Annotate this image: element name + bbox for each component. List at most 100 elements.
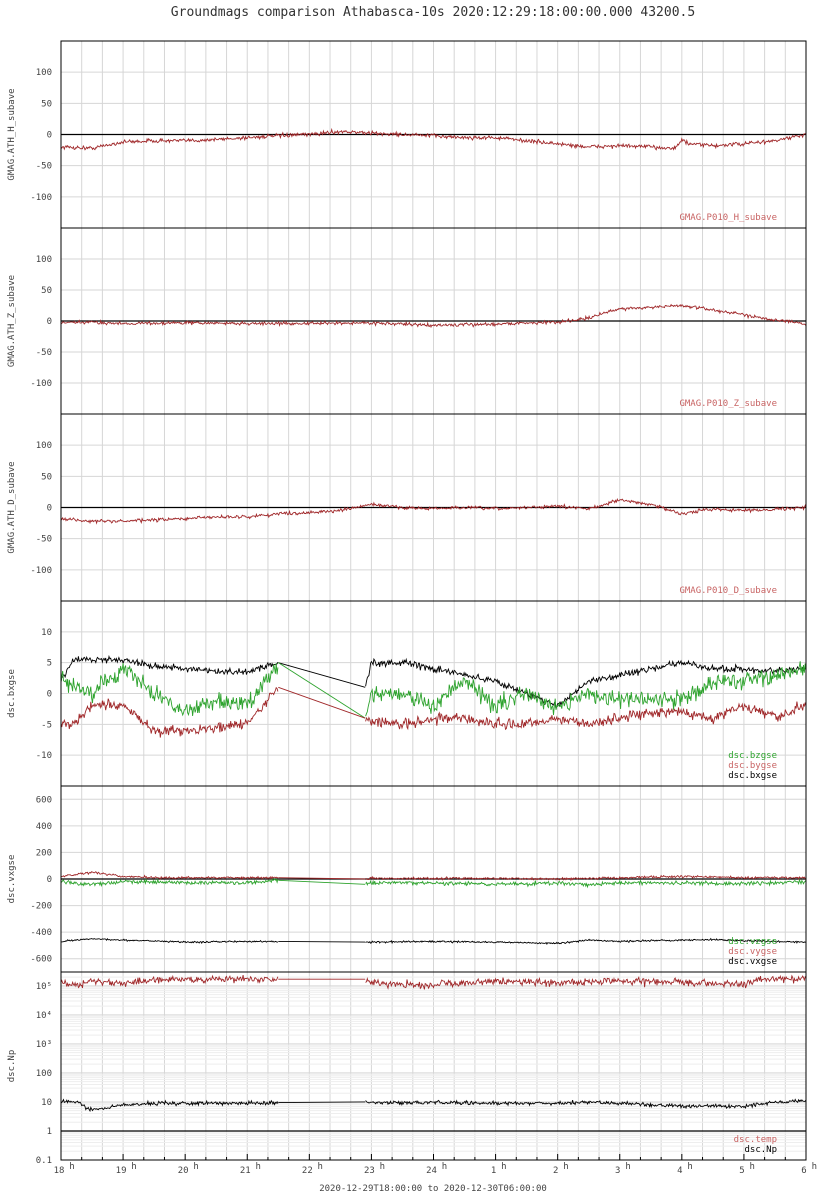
series-black-trace [61, 938, 279, 944]
x-tick-label: 23 [364, 1166, 375, 1176]
y-tick-label: -200 [30, 902, 52, 912]
series-red-trace [365, 701, 807, 731]
y-tick-label: 0 [47, 875, 52, 885]
series-black-trace [60, 654, 279, 682]
x-tick-superscript: h [318, 1162, 323, 1172]
legend-entry: dsc.temp [734, 1135, 777, 1145]
panel-5: -600 -400 -200 0 200 400 600 dsc.vxgse dsc.vzgse… [7, 785, 807, 973]
series-red-gap-line [278, 686, 366, 719]
y-tick-label: -10 [36, 751, 52, 761]
panels: -100-50050100GMAG.ATH_H_subaveGMAG.P010_… [7, 40, 807, 1166]
series-red-trace [60, 686, 279, 738]
x-tick-superscript: h [501, 1162, 506, 1172]
y-tick-label: -100 [30, 379, 52, 389]
x-tick-label: 21 [240, 1166, 251, 1176]
y-tick-label: -50 [36, 162, 52, 172]
series-red-trace [60, 303, 807, 329]
y-tick-label: 1 [47, 1127, 52, 1137]
y-tick-label: 600 [36, 795, 52, 805]
y-tick-label: 0 [47, 504, 52, 514]
y-tick-label: -400 [30, 928, 52, 938]
y-tick-label: -50 [36, 535, 52, 545]
series-red-trace [60, 497, 807, 525]
x-tick-label: 6 [801, 1166, 806, 1176]
series-red-gap-line [278, 877, 366, 880]
y-tick-label: -50 [36, 348, 52, 358]
y-tick-label: -100 [30, 193, 52, 203]
y-axis-label: dsc.vxgse [7, 855, 17, 904]
y-tick-label: 0 [47, 317, 52, 327]
legend-entry: GMAG.P010_H_subave [679, 213, 777, 223]
panel-1: -100 -50 0 50 100 GMAG.ATH_H_subave GMAG.P010_… [7, 40, 807, 229]
y-axis-label: dsc.Np [7, 1050, 17, 1083]
y-tick-label: 400 [36, 822, 52, 832]
series-black-trace [365, 937, 807, 946]
chart-title: Groundmags comparison Athabasca-10s 2020… [171, 5, 695, 20]
x-tick-superscript: h [69, 1162, 74, 1172]
legend-entry: dsc.Np [744, 1145, 777, 1155]
y-tick-label: 100 [36, 1069, 52, 1079]
legend-entry: dsc.bzgse [728, 751, 777, 761]
legend-entry: GMAG.P010_Z_subave [679, 399, 777, 409]
panel-3: -100 -50 0 50 100 GMAG.ATH_D_subave GMAG.P010_… [7, 413, 807, 602]
x-tick-label: 5 [739, 1166, 744, 1176]
legend-entry: dsc.bygse [728, 761, 777, 771]
series-green-trace [60, 877, 279, 888]
legend-entry: dsc.vygse [728, 947, 777, 957]
panel-2: -100 -50 0 50 100 GMAG.ATH_Z_subave GMAG.P010_… [7, 227, 807, 415]
y-tick-label: -5 [41, 720, 52, 730]
y-tick-label: 10³ [36, 1040, 52, 1050]
y-axis-label: GMAG.ATH_D_subave [7, 461, 17, 553]
y-tick-label: 100 [36, 441, 52, 451]
y-tick-label: 10⁵ [36, 982, 52, 992]
series-red-trace [60, 974, 279, 989]
x-tick-label: 3 [615, 1166, 620, 1176]
legend-entry: dsc.vzgse [728, 937, 777, 947]
y-tick-label: -600 [30, 955, 52, 965]
x-tick-label: 24 [426, 1166, 437, 1176]
y-tick-label: 100 [36, 255, 52, 265]
y-tick-label: 0 [47, 131, 52, 141]
y-tick-label: 100 [36, 68, 52, 78]
x-tick-label: 1 [491, 1166, 496, 1176]
series-red-trace [365, 974, 807, 990]
y-tick-label: 10⁴ [36, 1011, 52, 1021]
y-tick-label: 200 [36, 848, 52, 858]
x-tick-superscript: h [442, 1162, 447, 1172]
x-tick-superscript: h [380, 1162, 385, 1172]
series-red-trace [60, 127, 807, 151]
y-axis-label: dsc.bxgse [7, 669, 17, 718]
x-tick-label: 2 [553, 1166, 558, 1176]
x-tick-label: 18 [54, 1166, 65, 1176]
legend-entry: dsc.vxgse [728, 957, 777, 967]
x-tick-superscript: h [131, 1162, 136, 1172]
y-tick-label: 50 [41, 99, 52, 109]
x-tick-superscript: h [625, 1162, 630, 1172]
legend-entry: dsc.bxgse [728, 771, 777, 781]
x-tick-label: 19 [116, 1166, 127, 1176]
time-range-footer: 2020-12-29T18:00:00 to 2020-12-30T06:00:… [319, 1184, 547, 1194]
x-tick-label: 20 [178, 1166, 189, 1176]
series-black-gap-line [278, 662, 366, 688]
x-axis: 18 h 19 h 20 h 21 h 22 h 23 h 24 h 1 h 2 h 3 h 4 h 5 h 6 h [54, 1154, 817, 1176]
series-black-gap-line [278, 1101, 366, 1104]
series-green-trace [365, 878, 807, 889]
series-green-gap-line [278, 879, 366, 885]
x-tick-superscript: h [750, 1162, 755, 1172]
series-red-trace [365, 874, 807, 882]
x-tick-label: 22 [302, 1166, 313, 1176]
series-black-trace [365, 1098, 807, 1110]
x-tick-superscript: h [563, 1162, 568, 1172]
series-red-trace [60, 871, 279, 881]
y-tick-label: 5 [47, 659, 52, 669]
y-axis-label: GMAG.ATH_Z_subave [7, 275, 17, 367]
x-tick-superscript: h [812, 1162, 817, 1172]
panel-4: -10-50510dsc.bxgsedsc.bzgsedsc.bygsedsc.… [7, 600, 807, 787]
x-tick-label: 4 [677, 1166, 682, 1176]
series-green-trace [365, 661, 807, 717]
series-green-gap-line [278, 662, 366, 719]
y-tick-label: 50 [41, 286, 52, 296]
y-axis-label: GMAG.ATH_H_subave [7, 88, 17, 180]
